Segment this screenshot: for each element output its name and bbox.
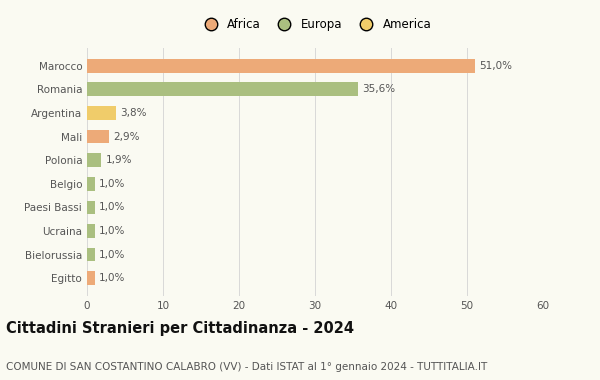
Bar [87,248,95,261]
Bar [87,224,95,238]
Text: Cittadini Stranieri per Cittadinanza - 2024: Cittadini Stranieri per Cittadinanza - 2… [6,321,354,336]
Text: 51,0%: 51,0% [479,61,512,71]
Text: 1,0%: 1,0% [99,273,125,283]
Bar [87,59,475,73]
Bar [87,271,95,285]
Bar [87,130,109,143]
Text: 3,8%: 3,8% [121,108,147,118]
Bar [87,201,95,214]
Legend: Africa, Europa, America: Africa, Europa, America [194,14,436,36]
Text: COMUNE DI SAN COSTANTINO CALABRO (VV) - Dati ISTAT al 1° gennaio 2024 - TUTTITAL: COMUNE DI SAN COSTANTINO CALABRO (VV) - … [6,363,487,372]
Text: 1,0%: 1,0% [99,179,125,189]
Bar [87,177,95,191]
Text: 1,0%: 1,0% [99,203,125,212]
Text: 1,9%: 1,9% [106,155,133,165]
Bar [87,82,358,96]
Text: 2,9%: 2,9% [113,131,140,141]
Text: 1,0%: 1,0% [99,250,125,260]
Text: 35,6%: 35,6% [362,84,395,94]
Bar [87,153,101,167]
Bar [87,106,116,120]
Text: 1,0%: 1,0% [99,226,125,236]
